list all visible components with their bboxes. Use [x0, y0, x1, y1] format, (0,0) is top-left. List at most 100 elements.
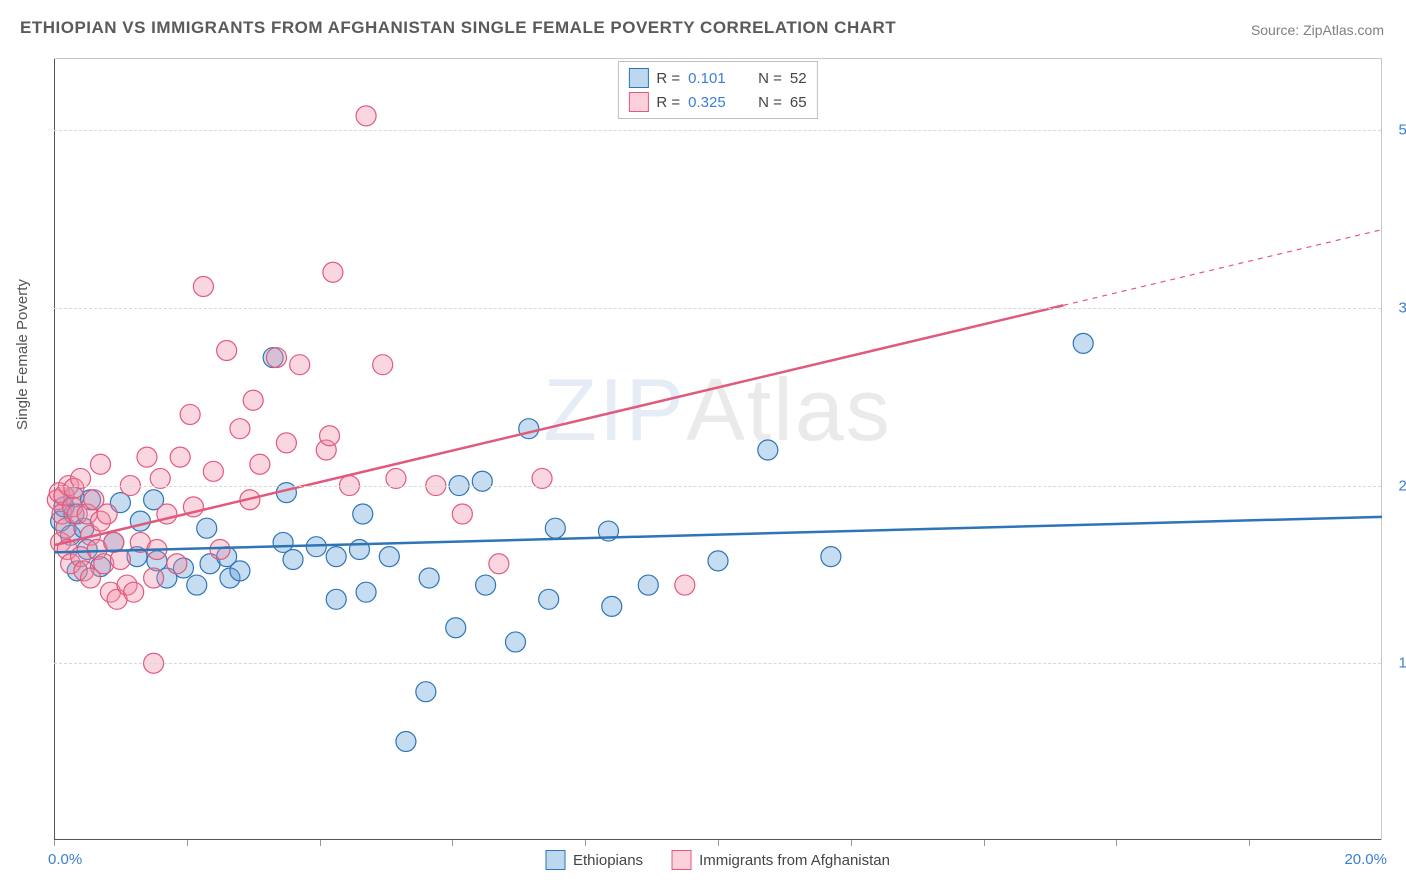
- x-tick-mark: [320, 840, 321, 846]
- marker-ethiopians: [446, 618, 466, 638]
- plot-area: ZIPAtlas R = 0.101 N = 52 R = 0.325 N = …: [54, 58, 1382, 840]
- swatch-afghanistan-bottom: [671, 850, 691, 870]
- swatch-ethiopians: [628, 68, 648, 88]
- marker-ethiopians: [416, 682, 436, 702]
- trendline-afghanistan: [54, 305, 1063, 545]
- n-label: N =: [758, 70, 782, 87]
- swatch-ethiopians-bottom: [545, 850, 565, 870]
- chart-title: ETHIOPIAN VS IMMIGRANTS FROM AFGHANISTAN…: [20, 18, 896, 38]
- legend-row-afghanistan: R = 0.325 N = 65: [628, 90, 806, 114]
- marker-ethiopians: [230, 561, 250, 581]
- r-label: R =: [656, 70, 680, 87]
- marker-ethiopians: [505, 632, 525, 652]
- marker-ethiopians: [476, 575, 496, 595]
- marker-afghanistan: [110, 549, 130, 569]
- x-tick-max: 20.0%: [1344, 851, 1387, 868]
- y-tick-label: 25.0%: [1387, 477, 1406, 494]
- trendline-ethiopians: [54, 517, 1382, 553]
- x-tick-mark: [54, 840, 55, 846]
- marker-afghanistan: [276, 433, 296, 453]
- n-value-afghanistan: 65: [790, 94, 807, 111]
- marker-afghanistan: [356, 106, 376, 126]
- marker-ethiopians: [396, 731, 416, 751]
- legend-series: Ethiopians Immigrants from Afghanistan: [545, 850, 890, 870]
- gridline-h: [54, 663, 1381, 664]
- x-tick-mark: [452, 840, 453, 846]
- marker-afghanistan: [193, 276, 213, 296]
- y-axis-label: Single Female Poverty: [14, 279, 31, 430]
- marker-afghanistan: [373, 355, 393, 375]
- gridline-h: [54, 130, 1381, 131]
- swatch-afghanistan: [628, 92, 648, 112]
- marker-ethiopians: [283, 549, 303, 569]
- marker-ethiopians: [130, 511, 150, 531]
- marker-ethiopians: [602, 596, 622, 616]
- marker-ethiopians: [356, 582, 376, 602]
- marker-ethiopians: [638, 575, 658, 595]
- y-tick-label: 37.5%: [1387, 299, 1406, 316]
- legend-label-ethiopians: Ethiopians: [573, 852, 643, 869]
- marker-afghanistan: [217, 340, 237, 360]
- marker-ethiopians: [708, 551, 728, 571]
- marker-ethiopians: [379, 547, 399, 567]
- marker-ethiopians: [1073, 333, 1093, 353]
- marker-afghanistan: [489, 554, 509, 574]
- marker-afghanistan: [210, 540, 230, 560]
- marker-afghanistan: [323, 262, 343, 282]
- marker-afghanistan: [170, 447, 190, 467]
- x-tick-min: 0.0%: [48, 851, 82, 868]
- marker-ethiopians: [197, 518, 217, 538]
- legend-item-ethiopians: Ethiopians: [545, 850, 643, 870]
- marker-afghanistan: [137, 447, 157, 467]
- legend-row-ethiopians: R = 0.101 N = 52: [628, 66, 806, 90]
- marker-ethiopians: [519, 419, 539, 439]
- marker-afghanistan: [290, 355, 310, 375]
- marker-ethiopians: [349, 540, 369, 560]
- marker-ethiopians: [758, 440, 778, 460]
- marker-ethiopians: [821, 547, 841, 567]
- marker-ethiopians: [187, 575, 207, 595]
- marker-afghanistan: [144, 568, 164, 588]
- y-tick-label: 50.0%: [1387, 122, 1406, 139]
- marker-ethiopians: [353, 504, 373, 524]
- x-tick-mark: [718, 840, 719, 846]
- x-tick-mark: [585, 840, 586, 846]
- legend-label-afghanistan: Immigrants from Afghanistan: [699, 852, 890, 869]
- marker-ethiopians: [539, 589, 559, 609]
- marker-ethiopians: [545, 518, 565, 538]
- gridline-h: [54, 486, 1381, 487]
- marker-ethiopians: [419, 568, 439, 588]
- marker-afghanistan: [203, 461, 223, 481]
- r-label: R =: [656, 94, 680, 111]
- marker-afghanistan: [266, 348, 286, 368]
- marker-afghanistan: [250, 454, 270, 474]
- marker-afghanistan: [97, 504, 117, 524]
- marker-afghanistan: [230, 419, 250, 439]
- chart-svg: [54, 59, 1381, 840]
- marker-ethiopians: [326, 547, 346, 567]
- r-value-ethiopians: 0.101: [688, 70, 738, 87]
- n-label: N =: [758, 94, 782, 111]
- n-value-ethiopians: 52: [790, 70, 807, 87]
- marker-afghanistan: [320, 426, 340, 446]
- x-tick-mark: [851, 840, 852, 846]
- marker-afghanistan: [243, 390, 263, 410]
- marker-afghanistan: [675, 575, 695, 595]
- x-tick-mark: [187, 840, 188, 846]
- x-tick-mark: [1249, 840, 1250, 846]
- marker-ethiopians: [472, 471, 492, 491]
- legend-item-afghanistan: Immigrants from Afghanistan: [671, 850, 890, 870]
- marker-afghanistan: [124, 582, 144, 602]
- x-tick-mark: [984, 840, 985, 846]
- y-tick-label: 12.5%: [1387, 655, 1406, 672]
- trendline-afghanistan-extrapolated: [1063, 230, 1382, 306]
- x-tick-mark: [1116, 840, 1117, 846]
- marker-ethiopians: [326, 589, 346, 609]
- marker-afghanistan: [90, 454, 110, 474]
- marker-afghanistan: [452, 504, 472, 524]
- r-value-afghanistan: 0.325: [688, 94, 738, 111]
- source-attribution: Source: ZipAtlas.com: [1251, 22, 1384, 38]
- marker-afghanistan: [180, 404, 200, 424]
- marker-afghanistan: [167, 554, 187, 574]
- gridline-h: [54, 308, 1381, 309]
